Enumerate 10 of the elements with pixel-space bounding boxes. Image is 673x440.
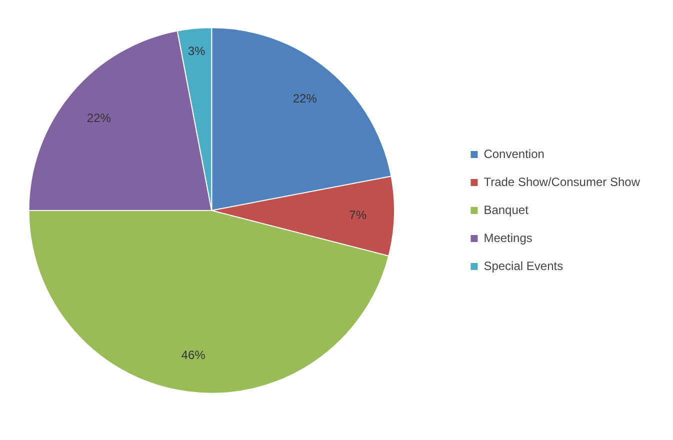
legend-label: Convention (484, 147, 544, 161)
legend-label: Special Events (484, 259, 564, 273)
data-label: 7% (349, 208, 367, 222)
legend-label: Meetings (484, 231, 532, 245)
legend-label: Banquet (484, 203, 528, 217)
legend-label: Trade Show/Consumer Show (484, 175, 640, 189)
data-label: 22% (292, 91, 318, 106)
data-label: 3% (188, 44, 206, 58)
data-label: 22% (86, 110, 112, 125)
data-label: 46% (181, 348, 206, 362)
